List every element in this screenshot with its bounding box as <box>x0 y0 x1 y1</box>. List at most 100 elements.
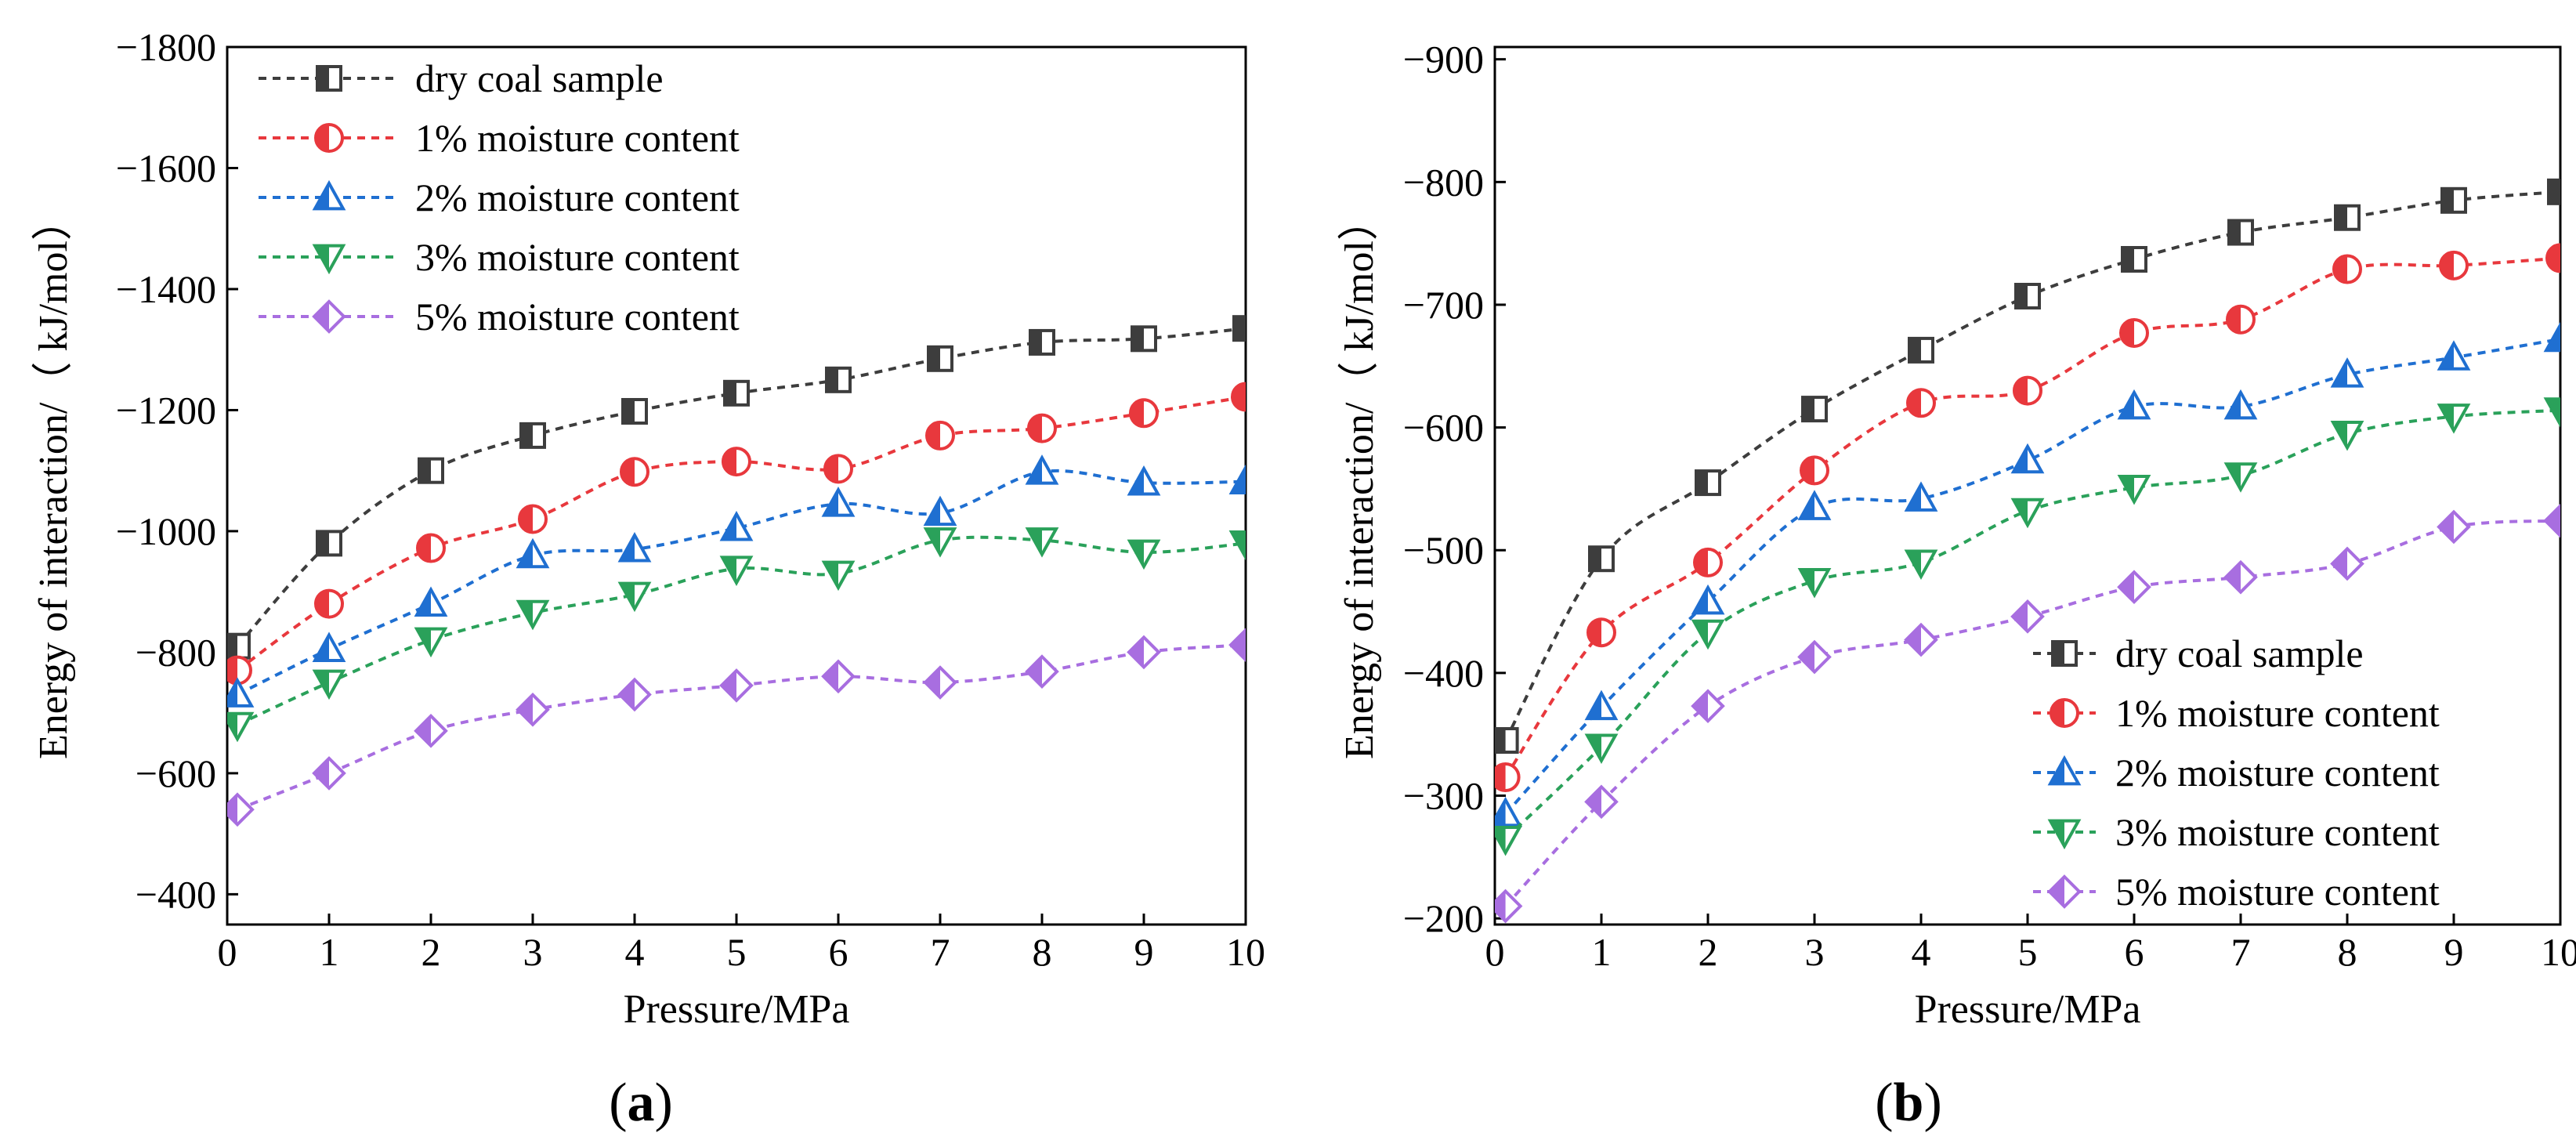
data-point-a-1 <box>1231 382 1246 412</box>
data-point-b-4 <box>1797 639 1832 675</box>
x-tick-label-a: 9 <box>1134 930 1154 974</box>
legend-label: 2% moisture content <box>2115 751 2440 794</box>
legend-label: 1% moisture content <box>415 116 740 160</box>
legend-label: 3% moisture content <box>2115 810 2440 854</box>
data-point-b-2 <box>1797 490 1832 520</box>
data-point-b-3 <box>2330 421 2364 451</box>
x-tick-label-a: 6 <box>829 930 848 974</box>
series-line-a-0 <box>236 327 1246 648</box>
data-point-b-4 <box>1584 784 1619 820</box>
data-point-a-3 <box>312 669 346 700</box>
legend-label: 2% moisture content <box>415 176 740 219</box>
data-point-b-0 <box>2014 282 2041 309</box>
legend-label: dry coal sample <box>2115 632 2364 675</box>
data-point-a-0 <box>1029 328 1055 356</box>
legend-marker <box>314 123 344 153</box>
data-point-a-1 <box>416 533 446 563</box>
data-point-a-2 <box>227 677 255 708</box>
legend-marker <box>312 299 346 334</box>
legend-marker <box>2047 874 2082 909</box>
data-point-a-1 <box>620 457 649 487</box>
data-point-b-3 <box>1495 825 1522 856</box>
data-point-a-3 <box>414 627 448 658</box>
legend-marker <box>2047 755 2082 786</box>
chart-panel-b: Energy of interaction/（ kJ/mol） Pressure… <box>1337 38 2576 1133</box>
legend-label: dry coal sample <box>415 56 664 100</box>
data-point-b-1 <box>1495 762 1521 793</box>
data-point-a-2 <box>516 537 550 569</box>
x-tick-label-a: 4 <box>625 930 645 974</box>
data-point-b-1 <box>2119 317 2149 348</box>
data-point-b-2 <box>2437 340 2471 371</box>
data-point-a-3 <box>1228 530 1246 561</box>
data-point-a-3 <box>923 527 957 558</box>
data-point-b-4 <box>1495 888 1523 924</box>
data-point-b-4 <box>2330 546 2364 581</box>
data-point-a-2 <box>719 510 754 541</box>
data-point-a-1 <box>823 454 853 484</box>
data-point-a-2 <box>1127 465 1161 496</box>
data-point-a-2 <box>312 632 346 662</box>
data-point-b-1 <box>1906 388 1936 418</box>
data-point-a-0 <box>1131 325 1157 353</box>
x-tick-label-b: 0 <box>1485 930 1505 974</box>
x-tick-label-a: 8 <box>1033 930 1052 974</box>
legend-b: dry coal sample 1% moisture content 2% moi… <box>2033 632 2440 914</box>
data-point-b-3 <box>1584 733 1619 764</box>
x-tick-label-b: 8 <box>2338 930 2357 974</box>
data-point-a-4 <box>821 659 856 694</box>
y-tick-label-a: −400 <box>136 872 216 916</box>
x-tick-label-b: 4 <box>1912 930 1931 974</box>
chart-panel-a: Energy of interaction/（ kJ/mol） Pressure… <box>31 25 1265 1133</box>
data-point-b-1 <box>2439 250 2469 280</box>
data-point-a-2 <box>1228 464 1246 494</box>
y-axis-title-a: Energy of interaction/（ kJ/mol） <box>31 200 76 759</box>
data-point-a-1 <box>1027 413 1057 443</box>
y-tick-label-b: −800 <box>1403 160 1484 204</box>
x-tick-label-a: 0 <box>218 930 237 974</box>
data-point-b-0 <box>2334 204 2361 231</box>
data-point-b-4 <box>2437 509 2471 545</box>
x-tick-label-b: 6 <box>2125 930 2144 974</box>
legend-marker <box>2047 819 2082 850</box>
data-point-b-1 <box>2226 304 2256 335</box>
x-tick-label-a: 5 <box>727 930 747 974</box>
data-point-b-4 <box>2117 570 2151 605</box>
legend-marker <box>2051 640 2078 667</box>
y-tick-label-b: −900 <box>1403 38 1484 81</box>
data-point-b-0 <box>1588 545 1615 573</box>
data-point-b-1 <box>2332 254 2362 284</box>
x-tick-label-a: 10 <box>1226 930 1265 974</box>
data-point-b-2 <box>1691 584 1725 615</box>
data-point-a-0 <box>825 366 852 393</box>
data-point-a-0 <box>1232 315 1246 342</box>
x-tick-label-a: 1 <box>320 930 339 974</box>
data-point-a-3 <box>516 599 550 631</box>
data-point-b-2 <box>1495 796 1522 827</box>
data-point-b-1 <box>1586 617 1616 648</box>
data-point-b-2 <box>2543 321 2560 353</box>
legend-label: 5% moisture content <box>2115 870 2440 914</box>
data-point-b-2 <box>1584 689 1619 721</box>
data-point-b-1 <box>2013 375 2042 406</box>
data-point-b-4 <box>1691 689 1725 724</box>
x-tick-label-a: 3 <box>523 930 543 974</box>
data-point-a-1 <box>314 588 344 619</box>
x-tick-label-b: 10 <box>2541 930 2576 974</box>
data-point-b-0 <box>2121 245 2147 273</box>
y-tick-label-b: −500 <box>1403 528 1484 572</box>
data-point-a-0 <box>723 379 750 407</box>
plot-area-b <box>1495 178 2560 924</box>
data-point-b-1 <box>1800 455 1829 486</box>
y-tick-label-b: −200 <box>1403 896 1484 940</box>
legend-marker <box>312 244 346 275</box>
y-tick-label-b: −400 <box>1403 651 1484 695</box>
data-point-a-4 <box>1127 635 1161 670</box>
data-point-a-0 <box>227 632 251 660</box>
data-point-b-2 <box>1904 481 1938 512</box>
data-point-a-2 <box>923 495 957 527</box>
data-point-b-4 <box>2543 503 2560 538</box>
legend-marker <box>2050 698 2079 728</box>
data-point-a-0 <box>621 397 648 425</box>
data-point-b-4 <box>2010 599 2045 634</box>
